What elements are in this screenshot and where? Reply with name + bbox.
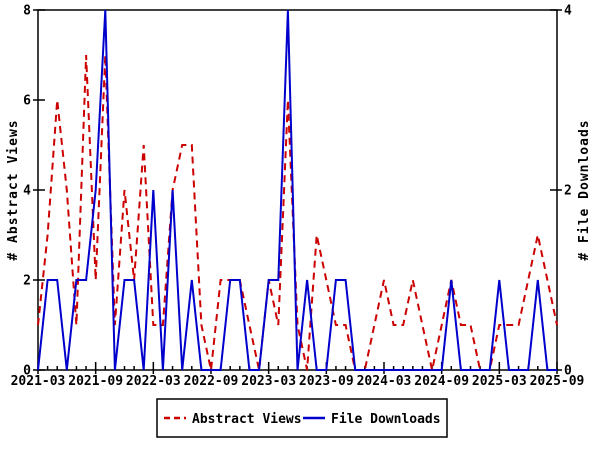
left-axis-title: # Abstract Views <box>6 119 21 260</box>
right-axis-title: # File Downloads <box>577 119 592 260</box>
legend-label-file-downloads: File Downloads <box>331 412 441 427</box>
left-tick-label: 6 <box>23 94 31 109</box>
left-tick-label: 2 <box>23 274 31 289</box>
x-tick-label: 2025-03 <box>472 374 527 389</box>
right-axis-ticks: 0 2 4 <box>550 4 572 379</box>
left-tick-label: 8 <box>23 4 31 19</box>
x-tick-label: 2024-09 <box>414 374 469 389</box>
left-axis-ticks: 0 2 4 6 8 <box>23 4 45 379</box>
series-file-downloads-line <box>37 9 557 371</box>
x-tick-label: 2023-09 <box>299 374 354 389</box>
legend-label-abstract-views: Abstract Views <box>192 412 302 427</box>
legend: Abstract Views File Downloads <box>156 398 448 438</box>
right-tick-label: 0 <box>564 364 572 379</box>
x-tick-label: 2024-03 <box>357 374 412 389</box>
series-abstract-views-line <box>37 54 558 371</box>
series-lines <box>37 9 558 371</box>
x-tick-label: 2022-09 <box>184 374 239 389</box>
x-tick-label: 2022-03 <box>126 374 181 389</box>
left-tick-label: 4 <box>23 184 31 199</box>
x-tick-label: 2021-03 <box>11 374 66 389</box>
left-tick-label: 0 <box>23 364 31 379</box>
legend-box <box>156 398 448 438</box>
plot-frame <box>37 9 558 371</box>
right-tick-label: 4 <box>564 4 572 19</box>
x-tick-label: 2025-09 <box>530 374 585 389</box>
x-tick-label: 2023-03 <box>241 374 296 389</box>
x-tick-label: 2021-09 <box>68 374 123 389</box>
right-tick-label: 2 <box>564 184 572 199</box>
